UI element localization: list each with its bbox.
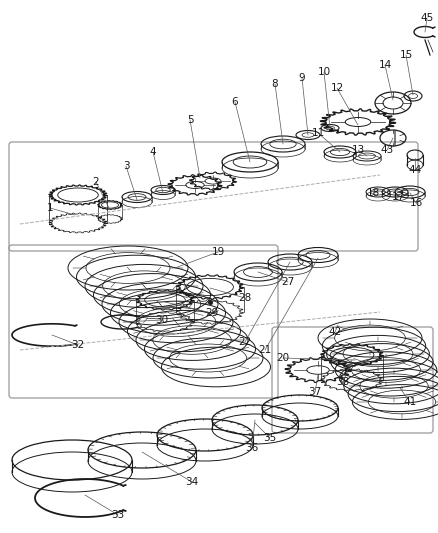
Text: 36: 36 [245, 443, 258, 453]
Text: 20: 20 [276, 353, 290, 363]
Text: 1: 1 [47, 203, 53, 213]
Text: 9: 9 [299, 73, 305, 83]
Text: 16: 16 [410, 198, 423, 208]
Text: 19: 19 [212, 247, 225, 257]
Text: 43: 43 [380, 145, 394, 155]
Text: 5: 5 [187, 115, 193, 125]
Text: 15: 15 [399, 50, 413, 60]
Text: 10: 10 [318, 67, 331, 77]
Text: 8: 8 [272, 79, 278, 89]
Text: 42: 42 [328, 327, 342, 337]
Text: 21: 21 [258, 345, 272, 355]
Text: 30: 30 [155, 315, 169, 325]
Text: 6: 6 [232, 97, 238, 107]
Text: 41: 41 [403, 397, 417, 407]
Text: 2: 2 [93, 177, 99, 187]
Text: 11: 11 [311, 128, 325, 138]
Text: 27: 27 [281, 277, 295, 287]
Text: 4: 4 [150, 147, 156, 157]
Text: 12: 12 [330, 83, 344, 93]
Text: 34: 34 [185, 477, 198, 487]
Text: 3: 3 [123, 161, 129, 171]
Text: 14: 14 [378, 60, 392, 70]
Text: 44: 44 [408, 165, 422, 175]
Text: 18: 18 [366, 188, 380, 198]
Text: 22: 22 [238, 337, 251, 347]
Text: 28: 28 [238, 293, 251, 303]
Text: 38: 38 [336, 377, 350, 387]
Text: 33: 33 [111, 510, 125, 520]
Text: 45: 45 [420, 13, 434, 23]
Text: 17: 17 [392, 192, 405, 202]
Text: 37: 37 [308, 387, 321, 397]
Text: 32: 32 [71, 340, 85, 350]
Text: 29: 29 [205, 308, 219, 318]
Text: 13: 13 [351, 145, 364, 155]
Text: 35: 35 [263, 433, 277, 443]
